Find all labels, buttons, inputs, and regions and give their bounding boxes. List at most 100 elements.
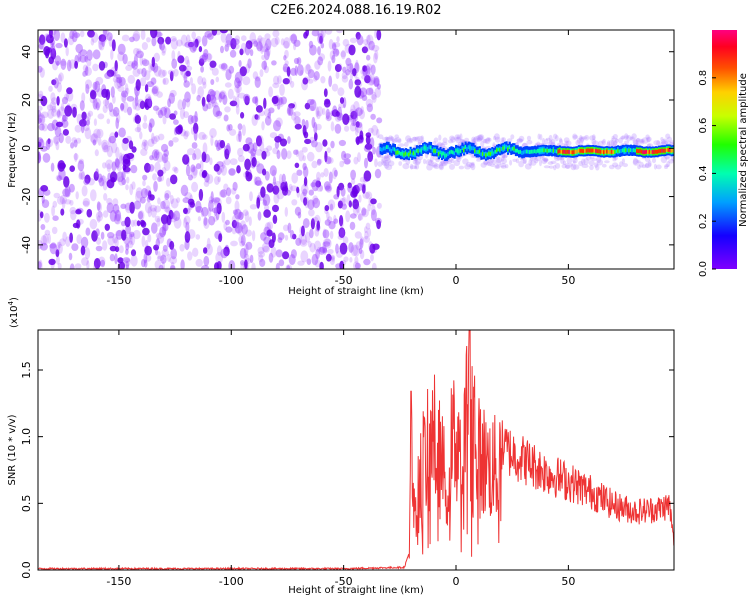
heatmap-cell bbox=[431, 164, 438, 168]
heatmap-cell bbox=[337, 200, 343, 209]
heatmap-cell bbox=[354, 79, 362, 86]
heatmap-cell bbox=[501, 153, 506, 159]
heatmap-cell bbox=[433, 137, 439, 143]
heatmap-cell bbox=[516, 138, 524, 143]
heatmap-cell bbox=[580, 158, 586, 166]
heatmap-cell bbox=[335, 71, 340, 80]
heatmap-cell bbox=[132, 30, 141, 42]
heatmap-cell bbox=[154, 161, 161, 173]
heatmap-cell bbox=[621, 135, 625, 140]
heatmap-cell bbox=[69, 263, 75, 269]
heatmap-cell bbox=[279, 83, 285, 96]
heatmap-cell bbox=[263, 65, 269, 74]
heatmap-cell bbox=[243, 93, 251, 103]
heatmap-cell bbox=[69, 30, 75, 40]
heatmap-cell bbox=[212, 199, 218, 205]
heatmap-cell bbox=[362, 39, 369, 45]
heatmap-cell bbox=[234, 200, 240, 212]
heatmap-cell bbox=[629, 148, 632, 152]
heatmap-cell bbox=[240, 220, 246, 230]
heatmap-cell bbox=[302, 77, 309, 85]
heatmap-cell bbox=[282, 66, 289, 72]
heatmap-cell bbox=[308, 209, 315, 217]
heatmap-cell bbox=[450, 136, 456, 143]
snr-frame bbox=[37, 329, 675, 571]
heatmap-cell bbox=[182, 98, 187, 110]
heatmap-cell bbox=[118, 127, 126, 138]
heatmap-cell bbox=[125, 87, 130, 95]
heatmap-cell bbox=[117, 85, 125, 92]
heatmap-cell bbox=[302, 218, 310, 229]
heatmap-cell bbox=[192, 153, 197, 161]
heatmap-cell bbox=[384, 136, 389, 142]
heatmap-cell bbox=[184, 41, 192, 48]
heatmap-cell bbox=[229, 128, 237, 136]
heatmap-cell bbox=[449, 135, 455, 141]
heatmap-cell bbox=[278, 173, 283, 185]
heatmap-cell bbox=[131, 62, 136, 69]
heatmap-cell bbox=[501, 137, 506, 142]
heatmap-cell bbox=[324, 238, 332, 249]
heatmap-cell bbox=[249, 204, 258, 210]
heatmap-cell bbox=[470, 163, 476, 171]
heatmap-cell bbox=[139, 100, 145, 110]
heatmap-cell bbox=[433, 148, 436, 153]
heatmap-cell bbox=[40, 235, 47, 246]
heatmap-cell bbox=[111, 161, 117, 172]
heatmap-cell bbox=[82, 200, 90, 206]
heatmap-cell bbox=[141, 59, 150, 67]
heatmap-cell bbox=[153, 180, 158, 192]
heatmap-cell bbox=[597, 140, 604, 148]
heatmap-cell bbox=[224, 158, 231, 166]
heatmap-cell bbox=[300, 250, 309, 263]
heatmap-cell bbox=[106, 32, 113, 41]
heatmap-cell bbox=[639, 149, 642, 153]
heatmap-cell bbox=[456, 135, 460, 140]
heatmap-cell bbox=[586, 154, 592, 161]
heatmap-cell bbox=[251, 96, 258, 104]
heatmap-cell bbox=[191, 181, 199, 193]
heatmap-cell bbox=[471, 161, 475, 166]
heatmap-cell bbox=[191, 142, 198, 149]
heatmap-cell bbox=[122, 101, 129, 113]
heatmap-cell bbox=[268, 252, 274, 263]
heatmap-cell bbox=[234, 84, 242, 93]
heatmap-cell bbox=[170, 174, 178, 185]
heatmap-cell bbox=[382, 160, 387, 167]
heatmap-cell bbox=[164, 193, 170, 200]
heatmap-cell bbox=[350, 117, 355, 127]
heatmap-cell bbox=[125, 243, 130, 251]
heatmap-cell bbox=[565, 150, 568, 154]
chart-title: C2E6.2024.088.16.19.R02 bbox=[270, 3, 441, 18]
heatmap-cell bbox=[326, 211, 330, 220]
heatmap-cell bbox=[115, 246, 120, 253]
heatmap-cell bbox=[216, 202, 222, 215]
heatmap-cell bbox=[480, 162, 487, 168]
heatmap-cell bbox=[358, 248, 363, 254]
heatmap-cell bbox=[307, 69, 315, 79]
heatmap-cell bbox=[161, 45, 167, 54]
heatmap-cell bbox=[62, 114, 67, 122]
heatmap-cell bbox=[81, 185, 88, 197]
heatmap-cell bbox=[338, 103, 346, 109]
heatmap-cell bbox=[134, 127, 142, 133]
heatmap-cell bbox=[518, 160, 524, 168]
heatmap-cell bbox=[264, 171, 270, 181]
heatmap-cell bbox=[151, 222, 158, 234]
heatmap-cell bbox=[280, 180, 287, 188]
heatmap-cell bbox=[667, 147, 670, 152]
heatmap-cell bbox=[382, 137, 390, 141]
heatmap-cell bbox=[284, 234, 289, 241]
heatmap-cell bbox=[651, 157, 657, 164]
heatmap-cell bbox=[339, 228, 345, 238]
heatmap-cell bbox=[157, 109, 164, 119]
heatmap-cell bbox=[232, 38, 240, 45]
heatmap-cell bbox=[118, 245, 124, 254]
heatmap-cell bbox=[555, 162, 561, 169]
heatmap-cell bbox=[364, 143, 373, 150]
heatmap-cell bbox=[62, 188, 70, 197]
heatmap-cell bbox=[550, 160, 557, 164]
heatmap-cell bbox=[70, 209, 77, 221]
heatmap-cell bbox=[350, 169, 356, 180]
heatmap-cell bbox=[274, 36, 280, 45]
